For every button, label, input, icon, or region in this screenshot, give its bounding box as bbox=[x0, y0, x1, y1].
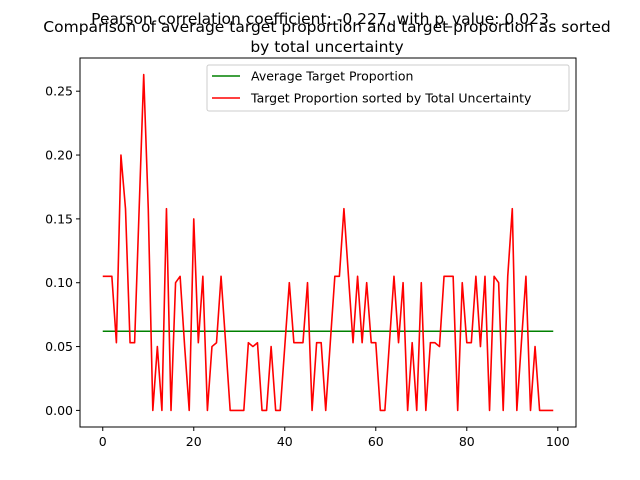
x-tick-label: 20 bbox=[186, 434, 202, 449]
x-tick-label: 80 bbox=[459, 434, 475, 449]
chart-title-line1: Comparison of average target proportion … bbox=[43, 18, 610, 36]
legend-label-average: Average Target Proportion bbox=[251, 69, 413, 84]
plot-lines bbox=[102, 73, 554, 412]
y-tick-label: 0.10 bbox=[45, 275, 73, 290]
y-axis: 0.00 0.05 0.10 0.15 0.20 0.25 bbox=[45, 84, 80, 418]
x-axis: 0 20 40 60 80 100 bbox=[99, 427, 570, 449]
legend: Average Target Proportion Target Proport… bbox=[206, 64, 570, 112]
plot-area-frame bbox=[79, 57, 577, 428]
y-tick-label: 0.00 bbox=[45, 403, 73, 418]
chart-title-line2: by total uncertainty bbox=[250, 38, 403, 56]
y-tick-label: 0.15 bbox=[45, 211, 73, 226]
legend-box bbox=[206, 64, 570, 112]
legend-label-sorted: Target Proportion sorted by Total Uncert… bbox=[250, 91, 532, 106]
series-target-proportion-sorted bbox=[102, 73, 554, 412]
x-tick-label: 40 bbox=[277, 434, 293, 449]
x-tick-label: 100 bbox=[546, 434, 570, 449]
x-tick-label: 0 bbox=[99, 434, 107, 449]
y-tick-label: 0.25 bbox=[45, 84, 73, 99]
y-tick-label: 0.20 bbox=[45, 148, 73, 163]
chart-suptitle: Pearson correlation coefficient: -0.227,… bbox=[91, 10, 549, 29]
x-tick-label: 60 bbox=[368, 434, 384, 449]
y-tick-label: 0.05 bbox=[45, 339, 73, 354]
